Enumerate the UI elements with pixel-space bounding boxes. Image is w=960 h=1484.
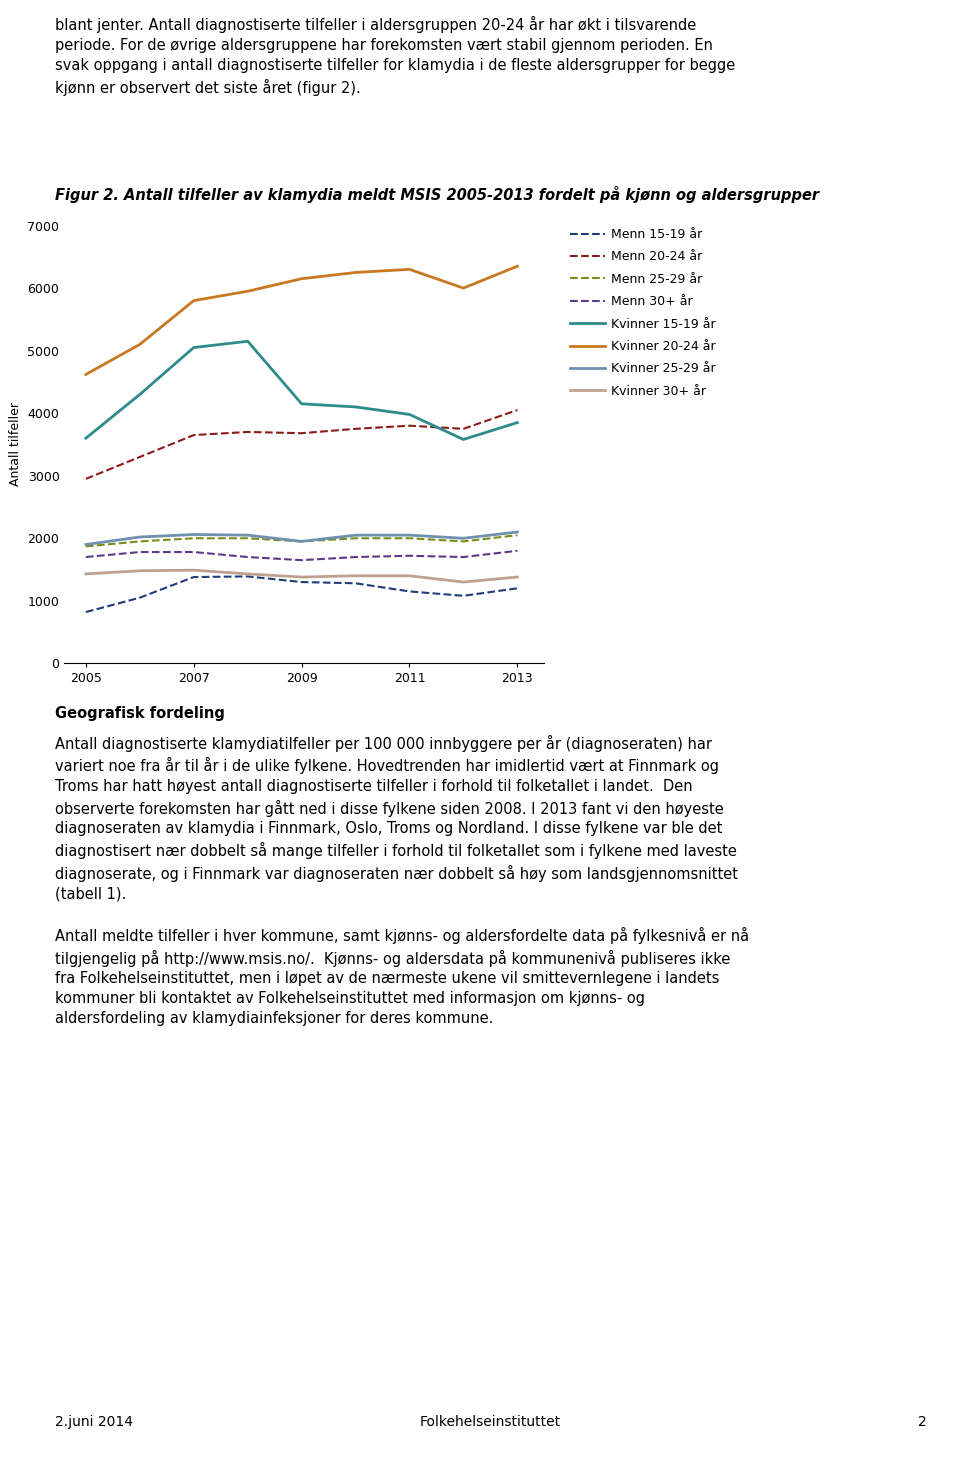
- Text: Geografisk fordeling: Geografisk fordeling: [55, 705, 225, 721]
- Text: Figur 2. Antall tilfeller av klamydia meldt MSIS 2005-2013 fordelt på kjønn og a: Figur 2. Antall tilfeller av klamydia me…: [55, 186, 819, 203]
- Text: Antall diagnostiserte klamydiatilfeller per 100 000 innbyggere per år (diagnoser: Antall diagnostiserte klamydiatilfeller …: [55, 735, 749, 1025]
- Y-axis label: Antall tilfeller: Antall tilfeller: [9, 402, 22, 487]
- Text: blant jenter. Antall diagnostiserte tilfeller i aldersgruppen 20-24 år har økt i: blant jenter. Antall diagnostiserte tilf…: [55, 16, 735, 95]
- Text: 2.juni 2014: 2.juni 2014: [55, 1416, 132, 1429]
- Legend: Menn 15-19 år, Menn 20-24 år, Menn 25-29 år, Menn 30+ år, Kvinner 15-19 år, Kvin: Menn 15-19 år, Menn 20-24 år, Menn 25-29…: [565, 223, 721, 402]
- Text: Folkehelseinstituttet: Folkehelseinstituttet: [420, 1416, 562, 1429]
- Text: 2: 2: [918, 1416, 926, 1429]
